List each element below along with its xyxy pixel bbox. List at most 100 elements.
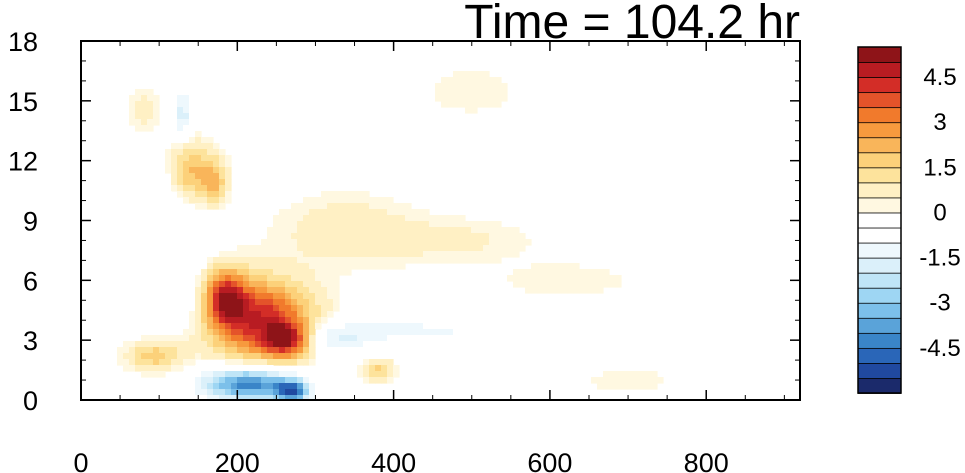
heatmap-cell (333, 215, 340, 222)
heatmap-cell (213, 155, 220, 162)
heatmap-cell (705, 341, 712, 348)
heatmap-cell (291, 329, 298, 336)
heatmap-cell (519, 323, 526, 330)
y-tick-label: 0 (23, 386, 38, 416)
heatmap-cell (483, 251, 490, 258)
heatmap-cell (423, 245, 430, 252)
heatmap-cell (465, 251, 472, 258)
heatmap-cell (177, 251, 184, 258)
heatmap-cell (243, 329, 250, 336)
heatmap-cell (279, 359, 286, 366)
heatmap-cell (675, 347, 682, 354)
heatmap-cell (189, 119, 196, 126)
heatmap-cell (189, 335, 196, 342)
heatmap-cell (339, 263, 346, 270)
heatmap-cell (159, 227, 166, 234)
heatmap-cell (255, 107, 262, 114)
heatmap-cell (333, 209, 340, 216)
heatmap-cell (201, 365, 208, 372)
heatmap-cell (471, 77, 478, 84)
heatmap-cell (645, 335, 652, 342)
heatmap-cell (207, 197, 214, 204)
heatmap-cell (147, 233, 154, 240)
heatmap-cell (411, 335, 418, 342)
heatmap-cell (231, 353, 238, 360)
heatmap-cell (693, 347, 700, 354)
heatmap-cell (183, 143, 190, 150)
heatmap-cell (177, 143, 184, 150)
heatmap-cell (153, 185, 160, 192)
heatmap-cell (249, 395, 256, 400)
heatmap-cell (447, 317, 454, 324)
heatmap-cell (495, 77, 502, 84)
heatmap-cell (261, 305, 268, 312)
heatmap-cell (267, 395, 274, 400)
heatmap-cell (189, 221, 196, 228)
heatmap-cell (153, 365, 160, 372)
heatmap-cell (231, 359, 238, 366)
heatmap-cell (189, 251, 196, 258)
heatmap-cell (435, 227, 442, 234)
heatmap-cell (285, 233, 292, 240)
heatmap-cell (309, 317, 316, 324)
heatmap-cell (387, 209, 394, 216)
heatmap-cell (147, 365, 154, 372)
heatmap-cell (297, 209, 304, 216)
heatmap-cell (201, 287, 208, 294)
heatmap-cell (171, 221, 178, 228)
heatmap-cell (543, 335, 550, 342)
heatmap-cell (519, 269, 526, 276)
heatmap-cell (495, 341, 502, 348)
heatmap-cell (681, 341, 688, 348)
heatmap-cell (195, 311, 202, 318)
heatmap-cell (237, 359, 244, 366)
heatmap-cell (297, 239, 304, 246)
heatmap-cell (171, 161, 178, 168)
heatmap-cell (627, 383, 634, 390)
colorbar-swatch (857, 212, 902, 229)
heatmap-cell (135, 365, 142, 372)
heatmap-cell (207, 161, 214, 168)
heatmap-cell (441, 239, 448, 246)
heatmap-cell (591, 335, 598, 342)
heatmap-cell (501, 245, 508, 252)
heatmap-cell (303, 251, 310, 258)
heatmap-cell (453, 341, 460, 348)
heatmap-cell (195, 299, 202, 306)
heatmap-cell (549, 263, 556, 270)
heatmap-cell (237, 371, 244, 378)
heatmap-cell (495, 227, 502, 234)
heatmap-cell (501, 227, 508, 234)
heatmap-cell (387, 377, 394, 384)
heatmap-cell (363, 317, 370, 324)
heatmap-cell (249, 317, 256, 324)
heatmap-cell (291, 341, 298, 348)
heatmap-cell (381, 263, 388, 270)
heatmap-cell (711, 335, 718, 342)
heatmap-cell (645, 341, 652, 348)
heatmap-cell (597, 281, 604, 288)
heatmap-cell (603, 323, 610, 330)
heatmap-cell (291, 311, 298, 318)
heatmap-cell (507, 329, 514, 336)
heatmap-cell (405, 341, 412, 348)
heatmap-cell (483, 95, 490, 102)
heatmap-cell (255, 341, 262, 348)
heatmap-cell (723, 335, 730, 342)
heatmap-cell (495, 95, 502, 102)
heatmap-cell (249, 131, 256, 138)
heatmap-cell (219, 197, 226, 204)
heatmap-cell (369, 203, 376, 210)
heatmap-cell (183, 149, 190, 156)
heatmap-cell (315, 245, 322, 252)
heatmap-cell (165, 263, 172, 270)
heatmap-cell (477, 329, 484, 336)
heatmap-cell (327, 287, 334, 294)
heatmap-cell (219, 257, 226, 264)
heatmap-cell (363, 335, 370, 342)
heatmap-cell (327, 347, 334, 354)
heatmap-cell (453, 215, 460, 222)
heatmap-cell (387, 203, 394, 210)
heatmap-cell (141, 359, 148, 366)
heatmap-cell (435, 323, 442, 330)
